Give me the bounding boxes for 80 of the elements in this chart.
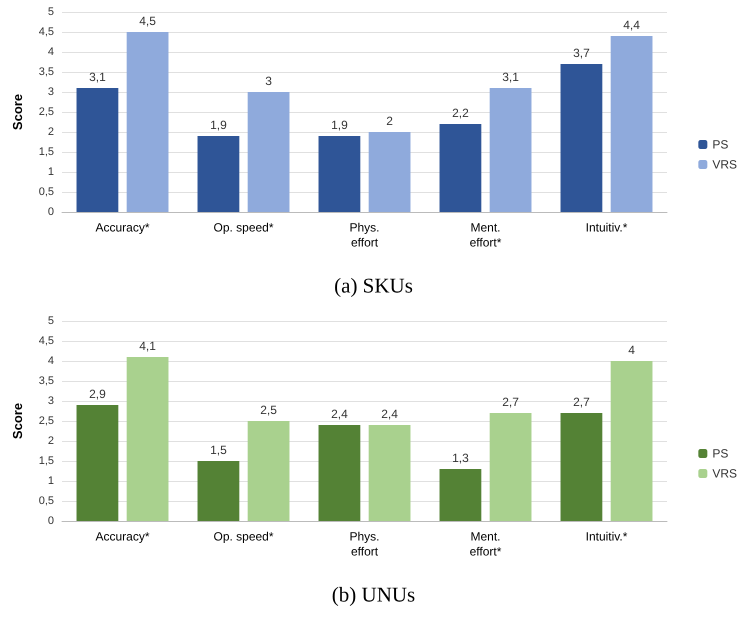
- y-tick-label: 0,5: [38, 495, 54, 507]
- y-tick-label: 2,5: [38, 106, 54, 118]
- data-label: 2,7: [502, 395, 520, 409]
- bar: [126, 32, 168, 212]
- data-label: 3: [265, 74, 272, 88]
- legend-label: PS: [712, 138, 728, 152]
- legend-label: VRS: [712, 466, 738, 480]
- y-tick-label: 0: [48, 206, 54, 218]
- data-label: 2,5: [260, 403, 278, 417]
- x-tick-label: Ment. effort*: [470, 530, 502, 558]
- y-tick-label: 4,5: [38, 26, 54, 38]
- bar: [490, 413, 532, 521]
- y-tick-label: 3,5: [38, 66, 54, 78]
- y-tick-label: 2: [48, 126, 54, 138]
- y-tick-label: 1,5: [38, 455, 54, 467]
- x-tick-label: Accuracy*: [95, 530, 150, 544]
- y-tick-label: 3,5: [38, 375, 54, 387]
- bar: [368, 132, 410, 212]
- data-label: 1,3: [452, 451, 470, 465]
- data-label: 1,9: [210, 118, 228, 132]
- bar: [610, 36, 652, 212]
- y-tick-label: 0: [48, 515, 54, 527]
- data-label: 2,2: [452, 106, 470, 120]
- y-tick-label: 4: [48, 355, 54, 367]
- data-label: 4,5: [139, 14, 156, 28]
- bar: [490, 88, 532, 212]
- data-label: 3,1: [89, 70, 106, 84]
- y-tick-label: 3: [48, 86, 54, 98]
- bar: [560, 413, 602, 521]
- y-tick-label: 1,5: [38, 146, 54, 158]
- x-tick-label: Intuitiv.*: [586, 530, 628, 544]
- bar: [368, 425, 410, 521]
- x-tick-label: Op. speed*: [213, 220, 274, 234]
- y-tick-label: 4: [48, 46, 54, 58]
- y-tick-label: 3: [48, 395, 54, 407]
- bar: [440, 469, 482, 521]
- y-tick-label: 5: [48, 315, 54, 327]
- bar: [318, 425, 360, 521]
- bar: [248, 92, 290, 212]
- data-label: 3,1: [502, 70, 520, 84]
- y-tick-label: 5: [48, 6, 54, 18]
- x-tick-label: Intuitiv.*: [586, 220, 628, 234]
- x-tick-label: Phys. effort: [349, 530, 380, 558]
- bar: [440, 124, 482, 212]
- y-axis-title: Score: [10, 402, 25, 440]
- data-label: 3,7: [573, 46, 590, 60]
- data-label: 1,5: [210, 443, 228, 457]
- x-tick-label: Ment. effort*: [470, 220, 502, 250]
- data-label: 2,4: [381, 407, 398, 421]
- y-tick-label: 4,5: [38, 335, 54, 347]
- y-tick-label: 2: [48, 435, 54, 447]
- legend-label: PS: [712, 446, 728, 460]
- y-tick-label: 1: [48, 475, 54, 487]
- bar: [198, 461, 240, 521]
- text: (a) SKUs: [334, 274, 413, 298]
- data-label: 4,4: [623, 18, 640, 32]
- bar: [248, 421, 290, 521]
- data-label: 2,7: [573, 395, 590, 409]
- data-label: 4: [628, 343, 636, 357]
- x-tick-label: Op. speed*: [213, 530, 274, 544]
- legend-label: VRS: [712, 158, 738, 172]
- bar: [76, 88, 118, 212]
- data-label: 2,4: [331, 407, 348, 421]
- bar: [318, 136, 360, 212]
- data-label: 1,9: [331, 118, 348, 132]
- data-label: 2,9: [89, 387, 106, 401]
- x-tick-label: Accuracy*: [95, 220, 150, 234]
- bar: [76, 405, 118, 521]
- y-tick-label: 2,5: [38, 415, 54, 427]
- y-tick-label: 1: [48, 166, 54, 178]
- bar: [126, 357, 168, 521]
- bar: [198, 136, 240, 212]
- x-tick-label: Phys. effort: [349, 220, 380, 250]
- text: (b) UNUs: [332, 582, 416, 606]
- data-label: 2: [386, 114, 394, 128]
- y-tick-label: 0,5: [38, 186, 54, 198]
- data-label: 4,1: [139, 339, 156, 353]
- bar: [610, 361, 652, 521]
- bar: [560, 64, 602, 212]
- y-axis-title: Score: [10, 94, 25, 130]
